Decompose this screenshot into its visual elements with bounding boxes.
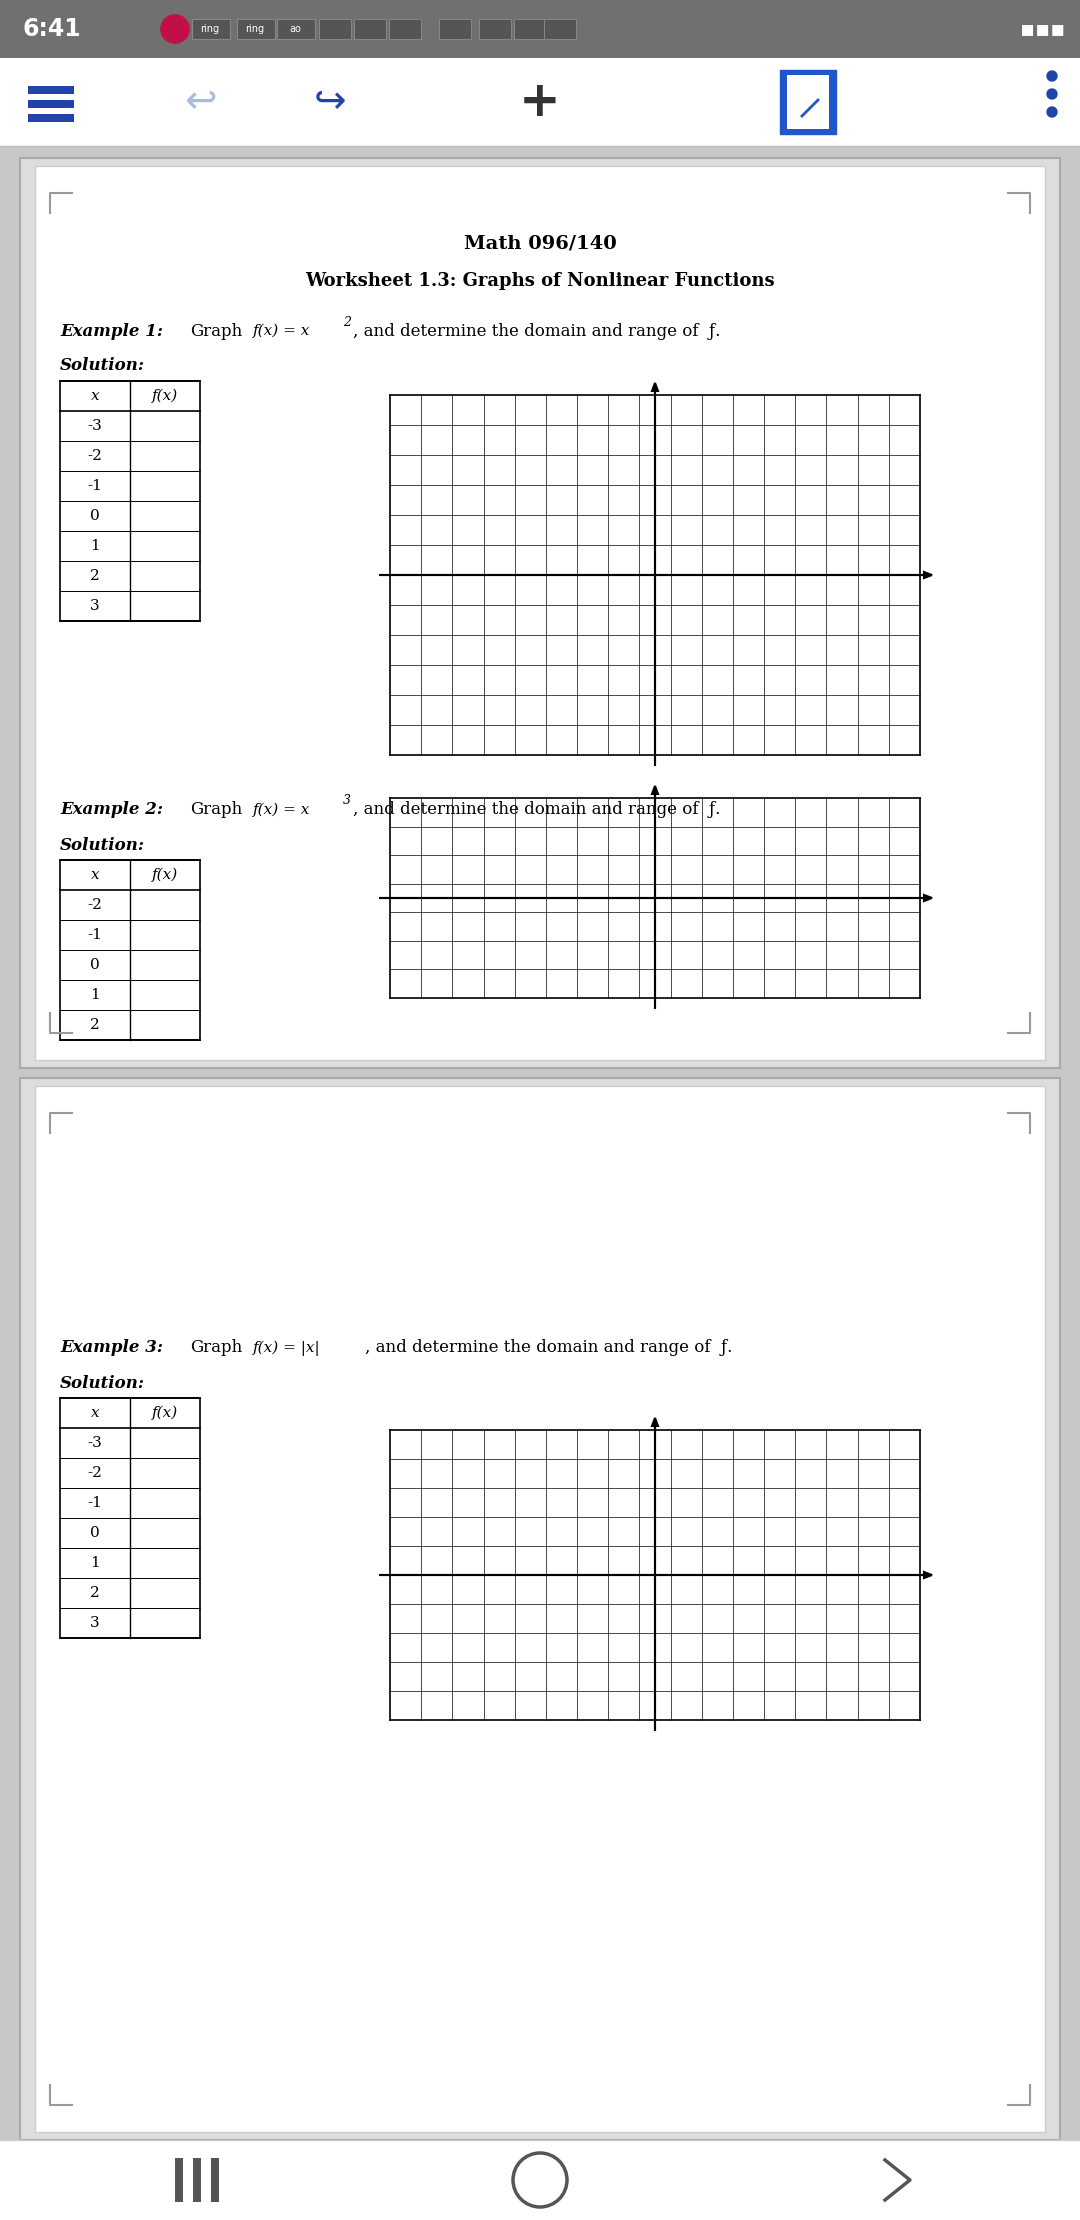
Text: 1: 1 xyxy=(90,1556,99,1570)
FancyArrow shape xyxy=(380,573,932,577)
FancyArrow shape xyxy=(652,384,658,766)
Text: -2: -2 xyxy=(87,899,103,912)
Bar xyxy=(28,87,75,93)
FancyArrow shape xyxy=(380,895,932,901)
Text: ao: ao xyxy=(289,24,301,33)
Text: x: x xyxy=(91,388,99,404)
Text: Graph: Graph xyxy=(190,322,242,340)
Text: 0: 0 xyxy=(90,1525,99,1541)
Bar xyxy=(276,20,315,40)
Bar xyxy=(192,20,230,40)
Text: -3: -3 xyxy=(87,1436,103,1450)
Text: Solution:: Solution: xyxy=(60,837,145,852)
Bar xyxy=(237,20,275,40)
Text: , and determine the domain and range of  ƒ.: , and determine the domain and range of … xyxy=(365,1339,732,1356)
Text: 2: 2 xyxy=(343,315,351,329)
Text: Solution:: Solution: xyxy=(60,357,145,375)
Circle shape xyxy=(1047,107,1057,118)
Text: 3: 3 xyxy=(91,1616,99,1629)
Bar xyxy=(438,20,471,40)
Text: -3: -3 xyxy=(87,420,103,433)
Text: 3: 3 xyxy=(343,795,351,808)
Text: , and determine the domain and range of  ƒ.: , and determine the domain and range of … xyxy=(353,322,720,340)
Text: Math 096/140: Math 096/140 xyxy=(463,233,617,253)
Bar xyxy=(211,2158,219,2202)
Text: f(x): f(x) xyxy=(152,868,178,881)
Bar xyxy=(319,20,351,40)
Bar xyxy=(60,1399,200,1638)
Text: -1: -1 xyxy=(87,1496,103,1510)
Bar xyxy=(60,859,200,1039)
Bar xyxy=(480,20,511,40)
FancyArrow shape xyxy=(652,786,658,1008)
Bar xyxy=(0,2140,1080,2220)
Bar xyxy=(787,75,829,129)
Text: f(x): f(x) xyxy=(152,1405,178,1421)
Text: -1: -1 xyxy=(87,480,103,493)
Bar xyxy=(780,71,836,133)
Text: ↩: ↩ xyxy=(184,82,216,122)
Bar xyxy=(0,0,1080,58)
Bar xyxy=(35,166,1045,1059)
Text: 0: 0 xyxy=(90,959,99,972)
Bar xyxy=(544,20,576,40)
Text: ▪▪▪: ▪▪▪ xyxy=(1020,20,1065,40)
Text: f(x) = |x|: f(x) = |x| xyxy=(253,1341,321,1356)
Text: 2: 2 xyxy=(90,568,99,584)
Bar xyxy=(28,100,75,109)
Bar xyxy=(21,158,1059,1068)
Text: 1: 1 xyxy=(90,539,99,553)
Text: , and determine the domain and range of  ƒ.: , and determine the domain and range of … xyxy=(353,801,720,819)
Text: Graph: Graph xyxy=(190,801,242,819)
Bar xyxy=(390,395,920,755)
Text: Example 1:: Example 1: xyxy=(60,322,163,340)
Circle shape xyxy=(1047,71,1057,80)
Bar xyxy=(28,113,75,122)
Circle shape xyxy=(161,16,189,42)
Bar xyxy=(60,382,200,622)
Bar xyxy=(514,20,546,40)
Text: 3: 3 xyxy=(91,599,99,613)
Text: f(x) = x: f(x) = x xyxy=(253,804,310,817)
Bar xyxy=(175,2158,183,2202)
Text: x: x xyxy=(91,1405,99,1421)
Text: f(x): f(x) xyxy=(152,388,178,404)
Text: 6:41: 6:41 xyxy=(22,18,81,40)
Text: Example 3:: Example 3: xyxy=(60,1339,163,1356)
FancyArrow shape xyxy=(652,1419,658,1729)
Text: x: x xyxy=(91,868,99,881)
Circle shape xyxy=(161,16,189,42)
Text: ring: ring xyxy=(245,24,265,33)
Text: -2: -2 xyxy=(87,1465,103,1481)
Bar xyxy=(390,1430,920,1720)
Text: ↪: ↪ xyxy=(313,82,347,122)
Bar xyxy=(390,797,920,999)
Text: -1: -1 xyxy=(87,928,103,941)
Text: Solution:: Solution: xyxy=(60,1374,145,1392)
Bar xyxy=(354,20,386,40)
Bar xyxy=(21,1079,1059,2140)
Text: ring: ring xyxy=(201,24,219,33)
Bar xyxy=(0,58,1080,147)
Text: -2: -2 xyxy=(87,448,103,464)
Text: 2: 2 xyxy=(90,1019,99,1032)
Text: Worksheet 1.3: Graphs of Nonlinear Functions: Worksheet 1.3: Graphs of Nonlinear Funct… xyxy=(306,273,774,291)
Circle shape xyxy=(1047,89,1057,100)
FancyArrow shape xyxy=(380,1572,932,1578)
Text: 2: 2 xyxy=(90,1585,99,1601)
Bar xyxy=(35,1086,1045,2131)
Text: Example 2:: Example 2: xyxy=(60,801,163,819)
Text: 0: 0 xyxy=(90,508,99,524)
Text: f(x) = x: f(x) = x xyxy=(253,324,310,337)
Text: +: + xyxy=(519,78,561,127)
Text: 1: 1 xyxy=(90,988,99,1001)
Text: Graph: Graph xyxy=(190,1339,242,1356)
Bar xyxy=(193,2158,201,2202)
Bar xyxy=(389,20,421,40)
